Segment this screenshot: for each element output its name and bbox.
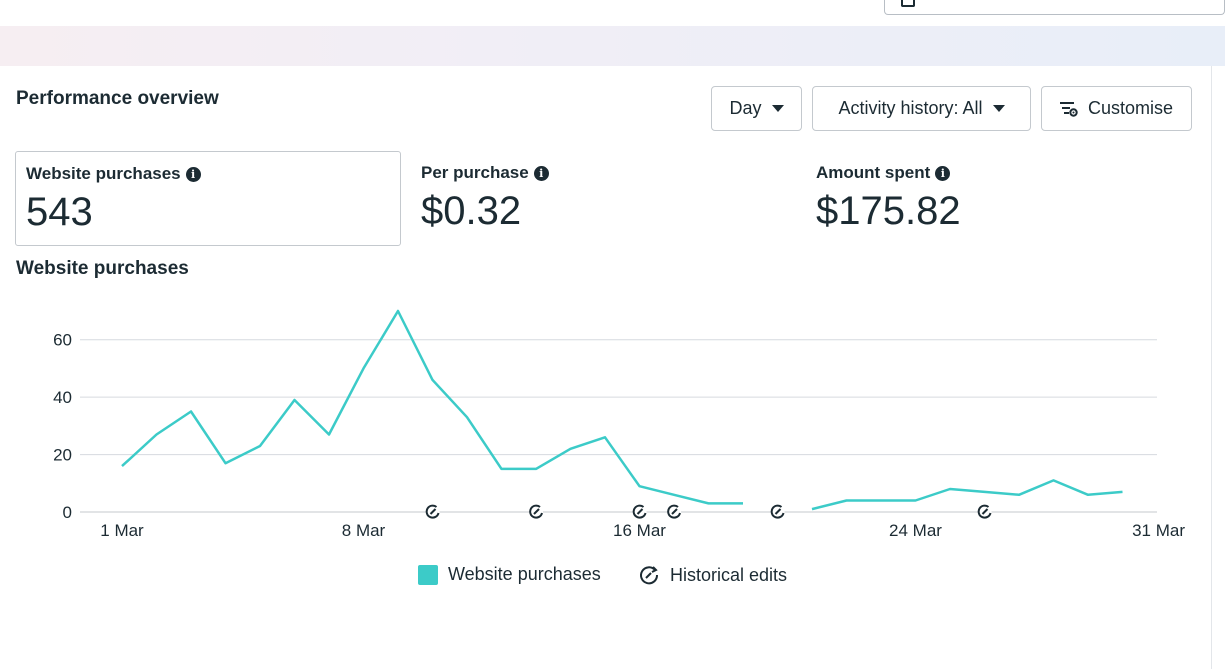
- day-dropdown-label: Day: [729, 98, 762, 118]
- customise-icon: [1059, 101, 1078, 117]
- metric-label: Website purchases: [26, 164, 181, 183]
- historical-edit-marker[interactable]: [977, 504, 992, 519]
- y-tick-label: 40: [53, 388, 72, 407]
- day-dropdown[interactable]: Day: [711, 86, 802, 131]
- series-line: [121, 309, 743, 505]
- legend-item-historical-edits[interactable]: Historical edits: [638, 564, 787, 586]
- legend-item-website-purchases[interactable]: Website purchases: [418, 564, 601, 585]
- y-tick-label: 20: [53, 446, 72, 465]
- metric-label: Per purchase: [421, 163, 529, 182]
- metric-label: Amount spent: [816, 163, 931, 182]
- metric-website-purchases[interactable]: Website purchases i 543: [15, 151, 401, 246]
- info-icon[interactable]: i: [533, 165, 549, 181]
- historical-edit-marker[interactable]: [529, 504, 543, 519]
- info-icon[interactable]: i: [185, 166, 201, 182]
- legend-swatch: [418, 564, 438, 585]
- historical-edit-marker[interactable]: [667, 504, 681, 519]
- line-chart: 0 20 40 60 1 Mar 8 Mar 16 Mar 24 Mar 31 Mar: [53, 309, 1185, 540]
- historical-edit-icon: [640, 566, 659, 585]
- historical-edit-marker[interactable]: [632, 504, 647, 519]
- activity-history-dropdown[interactable]: Activity history: All: [812, 86, 1031, 131]
- performance-card: Performance overview Day Activity histor…: [0, 66, 1212, 669]
- page-title: Performance overview: [16, 88, 219, 109]
- info-icon[interactable]: i: [935, 165, 951, 181]
- x-tick-label: 16 Mar: [613, 521, 666, 540]
- metric-value: $0.32: [421, 189, 522, 233]
- activity-history-label: Activity history: All: [838, 98, 983, 118]
- metric-per-purchase[interactable]: Per purchase i $0.32: [411, 151, 797, 246]
- y-tick-label: 60: [53, 331, 72, 350]
- historical-edit-marker[interactable]: [770, 504, 785, 519]
- legend-label: Historical edits: [670, 564, 788, 585]
- x-tick-label: 31 Mar: [1132, 521, 1185, 540]
- calendar-icon: [901, 0, 915, 7]
- caret-down-icon: [771, 105, 784, 112]
- x-tick-label: 8 Mar: [342, 521, 386, 540]
- date-range-picker[interactable]: [884, 0, 1225, 15]
- chart-title: Website purchases: [16, 258, 189, 279]
- customise-button[interactable]: Customise: [1041, 86, 1192, 131]
- metric-amount-spent[interactable]: Amount spent i $175.82: [806, 151, 1192, 246]
- y-tick-label: 0: [63, 503, 72, 522]
- legend-label: Website purchases: [448, 564, 601, 584]
- metric-value: 543: [26, 190, 93, 234]
- series-line: [811, 479, 1123, 511]
- x-tick-label: 1 Mar: [100, 521, 144, 540]
- header-band: [0, 26, 1225, 66]
- historical-edit-marker[interactable]: [425, 504, 440, 519]
- top-bar: [0, 0, 1225, 26]
- x-tick-label: 24 Mar: [889, 521, 942, 540]
- customise-label: Customise: [1087, 98, 1174, 118]
- metric-value: $175.82: [816, 189, 961, 233]
- caret-down-icon: [992, 105, 1005, 112]
